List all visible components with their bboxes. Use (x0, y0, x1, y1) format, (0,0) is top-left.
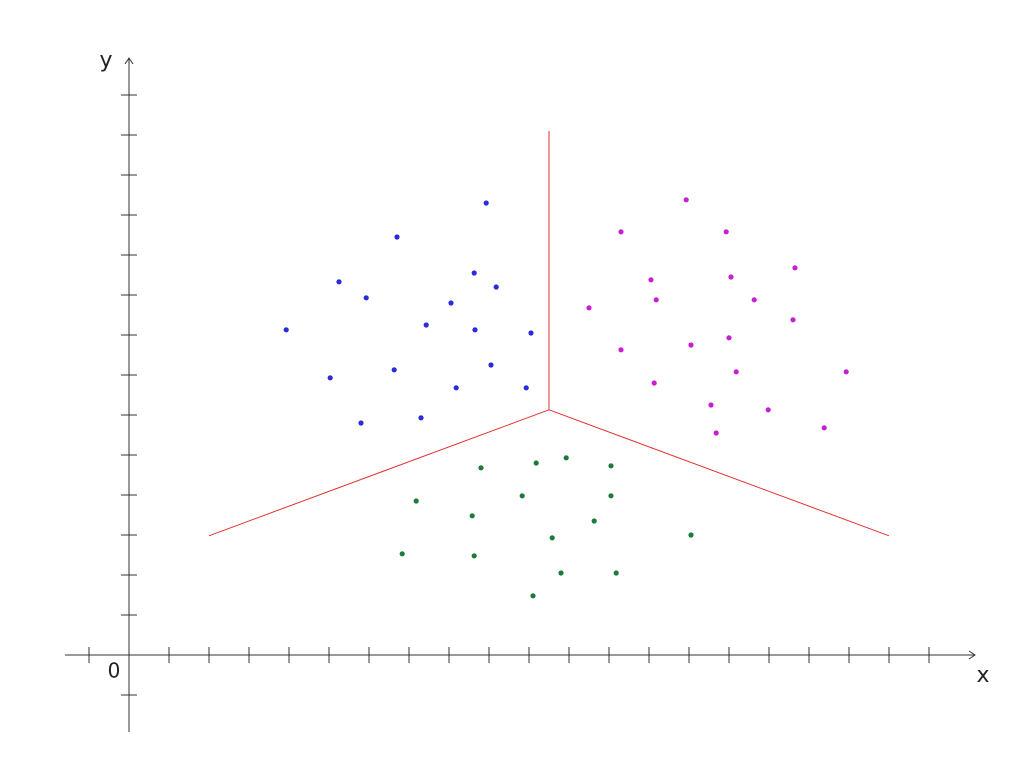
boundary-line (548, 409, 890, 537)
y-axis-label: y (99, 48, 112, 73)
point (478, 465, 484, 471)
point (563, 455, 569, 461)
point (591, 518, 597, 524)
point (821, 425, 827, 431)
point (533, 460, 539, 466)
x-axis-label: x (976, 663, 989, 688)
boundary-line (208, 409, 550, 537)
x-axis-arrow (968, 650, 976, 660)
point (713, 430, 719, 436)
point (391, 367, 397, 373)
point (549, 535, 555, 541)
point (843, 369, 849, 375)
point (472, 327, 478, 333)
point (651, 380, 657, 386)
point (488, 362, 494, 368)
point (519, 493, 525, 499)
point (469, 513, 475, 519)
point (751, 297, 757, 303)
point (493, 284, 499, 290)
point (790, 317, 796, 323)
point (423, 322, 429, 328)
origin-label: 0 (108, 659, 121, 683)
point (733, 369, 739, 375)
point (336, 279, 342, 285)
point (726, 335, 732, 341)
point (708, 402, 714, 408)
point (558, 570, 564, 576)
point (363, 295, 369, 301)
point (483, 200, 489, 206)
point (648, 277, 654, 283)
point (453, 385, 459, 391)
point (618, 347, 624, 353)
point (688, 532, 694, 538)
point (327, 375, 333, 381)
point (765, 407, 771, 413)
point (728, 274, 734, 280)
point (394, 234, 400, 240)
point (413, 498, 419, 504)
point (528, 330, 534, 336)
point (586, 305, 592, 311)
point (471, 270, 477, 276)
point (418, 415, 424, 421)
point (653, 297, 659, 303)
point (523, 385, 529, 391)
point (792, 265, 798, 271)
point (530, 593, 536, 599)
point (618, 229, 624, 235)
point (613, 570, 619, 576)
point (358, 420, 364, 426)
point (608, 463, 614, 469)
point (683, 197, 689, 203)
point (723, 229, 729, 235)
point (471, 553, 477, 559)
point (608, 493, 614, 499)
y-axis-arrow (124, 57, 134, 65)
point (448, 300, 454, 306)
point (688, 342, 694, 348)
point (283, 327, 289, 333)
point (399, 551, 405, 557)
